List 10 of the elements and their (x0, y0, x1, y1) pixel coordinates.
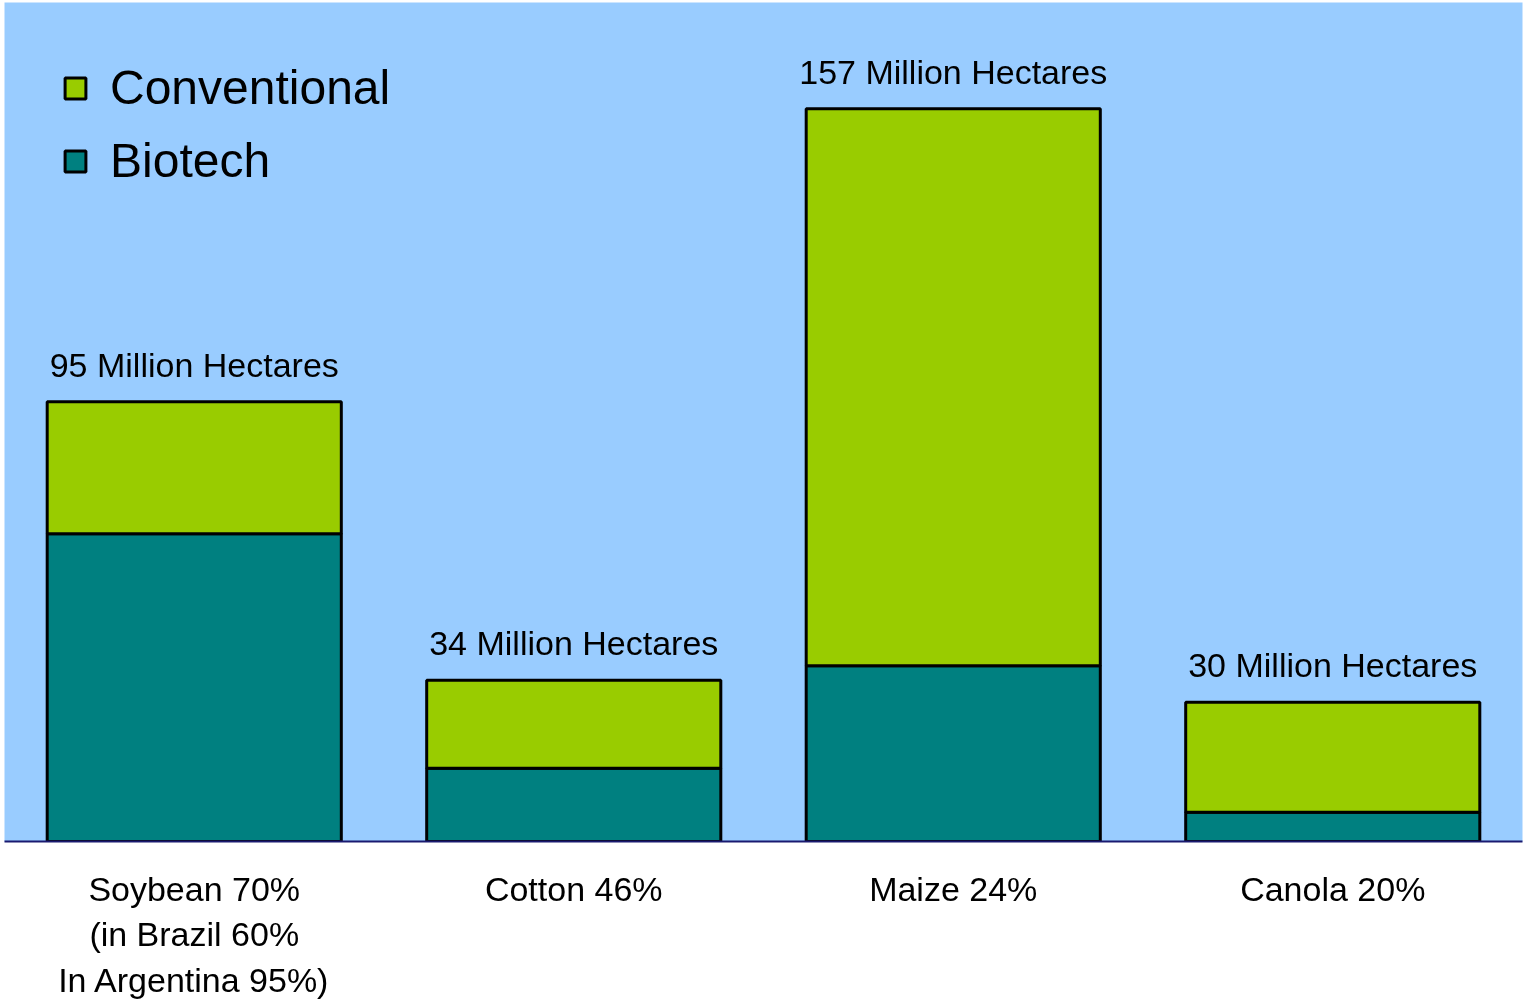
legend-label: Conventional (110, 60, 391, 115)
annotation: 34 Million Hectares (429, 624, 719, 663)
legend-label: Biotech (110, 133, 271, 188)
annotation: 95 Million Hectares (49, 345, 339, 384)
annotation: 30 Million Hectares (1188, 646, 1478, 685)
x-tick-label: Canola 20% (1240, 869, 1426, 908)
x-tick-label: Soybean 70% (in Brazil 60% In Argentina 95%) (58, 869, 329, 999)
x-tick-label: Cotton 46% (484, 869, 663, 908)
annotation: 157 Million Hectares (799, 52, 1108, 91)
x-tick-label: Maize 24% (869, 869, 1038, 908)
